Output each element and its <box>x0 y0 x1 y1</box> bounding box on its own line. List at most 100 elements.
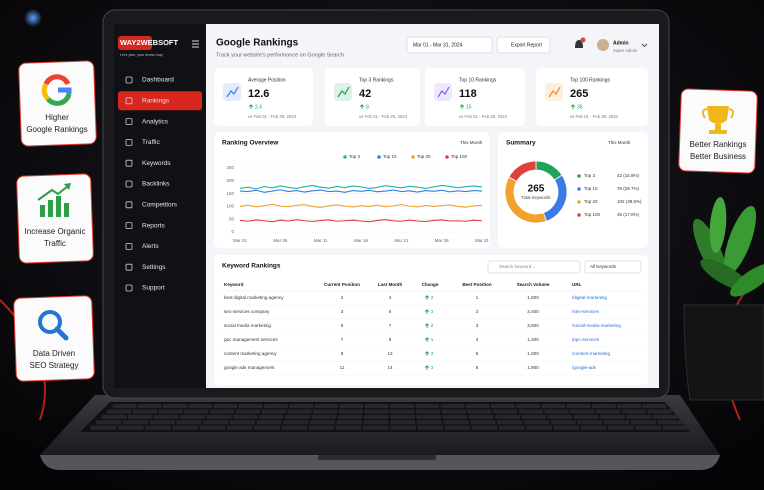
cell: 4 <box>389 295 392 300</box>
filter-dropdown[interactable] <box>584 260 642 274</box>
key <box>441 409 466 414</box>
x-tick-label: Mar 31 <box>475 238 490 243</box>
donut-segment <box>508 160 537 182</box>
logo-mark <box>118 36 152 50</box>
key <box>390 414 415 419</box>
x-tick-label: Mar 01 <box>233 238 248 243</box>
notification-bell[interactable] <box>575 40 583 48</box>
legend-value: 42 (15.8%) <box>617 173 640 178</box>
cell: 1,900 <box>527 365 539 370</box>
stat-compare: vs Feb 01 - Feb 29, 2024 <box>570 114 619 119</box>
key <box>226 425 253 430</box>
stat-compare: vs Feb 01 - Feb 29, 2024 <box>459 114 508 119</box>
key <box>309 420 336 425</box>
key <box>591 404 616 409</box>
light-glow <box>24 9 42 27</box>
stat-compare: vs Feb 01 - Feb 29, 2024 <box>248 114 297 119</box>
cell: 2 <box>431 295 434 300</box>
stat-change: 8 <box>366 104 369 110</box>
key <box>289 404 314 409</box>
legend-label: Top 100 <box>584 212 601 217</box>
key <box>232 414 258 419</box>
trophy-icon <box>701 106 735 134</box>
legend-value: 102 (38.5%) <box>617 199 642 204</box>
url-link: /digital-marketing <box>572 295 607 300</box>
key <box>390 404 414 409</box>
key <box>308 425 335 430</box>
key <box>630 420 656 425</box>
export-button[interactable] <box>496 36 551 54</box>
y-tick-label: 50 <box>229 216 235 221</box>
line-series <box>239 184 483 190</box>
y-tick-label: 100 <box>226 204 234 209</box>
key <box>362 425 389 430</box>
key <box>188 404 213 409</box>
key <box>176 420 202 425</box>
stat-change: 15 <box>466 104 472 110</box>
stat-icon-glyph <box>548 86 561 98</box>
column-header: Current Position <box>324 282 360 287</box>
key <box>117 425 144 430</box>
y-tick-label: 250 <box>226 165 234 170</box>
y-tick-label: 200 <box>226 178 234 183</box>
badge-text: Google Rankings <box>26 125 87 134</box>
key <box>595 409 621 414</box>
keyword: best digital marketing agency <box>224 295 284 300</box>
cell: 3,600 <box>527 323 539 328</box>
keyword-table-card <box>214 255 648 385</box>
badge-text: Traffic <box>44 239 66 248</box>
date-picker[interactable] <box>406 36 493 54</box>
stat-card <box>325 68 420 126</box>
key <box>363 414 389 419</box>
google-icon <box>41 74 72 106</box>
user-chevron[interactable] <box>641 43 648 48</box>
key <box>523 420 550 425</box>
key <box>203 420 229 425</box>
key <box>626 414 651 419</box>
url-link: /social-media-marketing <box>572 323 621 328</box>
donut-center-label: Total Keywords <box>521 195 550 200</box>
growth-icon <box>37 183 71 217</box>
key <box>495 414 520 419</box>
cell: 3 <box>476 323 479 328</box>
chart-filter[interactable]: This Month <box>460 140 483 145</box>
x-tick-label: Mar 16 <box>354 238 369 243</box>
active-nav[interactable] <box>118 91 202 111</box>
search-box[interactable] <box>487 260 581 274</box>
y-tick-label: 150 <box>226 191 234 196</box>
key <box>199 425 226 430</box>
key <box>621 409 646 414</box>
up-arrow <box>570 104 576 109</box>
key <box>96 420 122 425</box>
key <box>90 425 117 430</box>
cell: 1 <box>476 295 479 300</box>
legend-dot <box>577 200 581 204</box>
legend-label: Top 10 <box>383 154 397 159</box>
key <box>516 404 541 409</box>
nav-icon <box>125 201 133 209</box>
avatar[interactable] <box>597 39 609 51</box>
x-tick-label: Mar 11 <box>314 238 328 243</box>
legend-dot <box>577 187 581 191</box>
key <box>229 420 256 425</box>
stat-card <box>214 68 313 126</box>
search-placeholder[interactable]: Search keyword... <box>499 264 535 269</box>
key <box>652 414 678 419</box>
up-arrow <box>424 351 430 356</box>
nav-item: Support <box>142 285 165 292</box>
brand-name: WAY2WEBSOFT <box>120 38 178 47</box>
cell: 3 <box>431 365 434 370</box>
key <box>281 425 308 430</box>
chart-filter[interactable]: This Month <box>608 140 631 145</box>
cell: 1,600 <box>527 295 539 300</box>
key <box>258 414 284 419</box>
stat-compare: vs Feb 01 - Feb 29, 2024 <box>359 114 408 119</box>
keyword: seo services company <box>224 309 270 314</box>
cell: 2 <box>341 295 344 300</box>
key <box>390 409 415 414</box>
filter-label[interactable]: All Keywords <box>590 264 617 269</box>
key <box>338 409 363 414</box>
menu-icon[interactable] <box>192 40 199 48</box>
key <box>647 409 672 414</box>
key <box>443 420 469 425</box>
